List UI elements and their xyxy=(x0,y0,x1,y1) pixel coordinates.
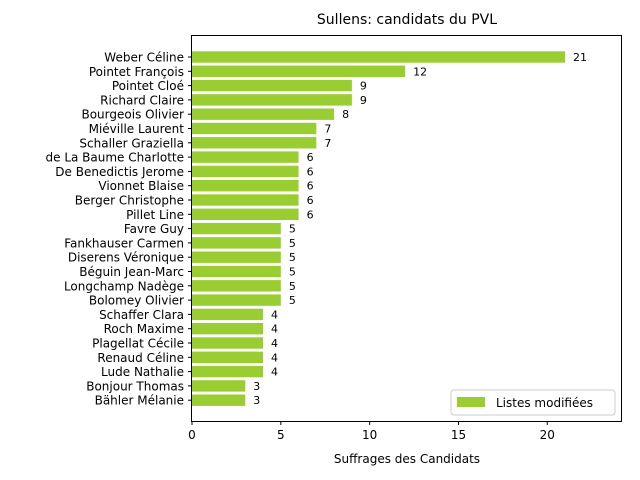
data-label: 7 xyxy=(324,123,331,136)
data-label: 5 xyxy=(289,237,296,250)
data-label: 4 xyxy=(271,351,278,364)
y-tick-label: Richard Claire xyxy=(100,93,184,107)
bar xyxy=(192,380,246,392)
data-label: 6 xyxy=(307,165,314,178)
y-tick-label: Bourgeois Olivier xyxy=(81,108,184,122)
x-tick-label: 0 xyxy=(188,428,196,442)
y-tick-label: Pointet Cloé xyxy=(112,79,184,93)
bar xyxy=(192,108,335,120)
bar xyxy=(192,351,264,363)
data-label: 6 xyxy=(307,208,314,221)
x-axis-label: Suffrages des Candidats xyxy=(334,452,480,466)
bar xyxy=(192,365,264,378)
y-tick-label: Schaffer Clara xyxy=(99,308,184,322)
data-label: 6 xyxy=(307,194,314,207)
y-tick-label: de La Baume Charlotte xyxy=(46,151,185,165)
bar xyxy=(192,194,299,206)
x-tick-label: 15 xyxy=(451,428,466,442)
bar xyxy=(192,79,352,92)
y-tick-label: Plagellat Cécile xyxy=(92,337,184,351)
data-label: 6 xyxy=(307,151,314,164)
legend-frame xyxy=(450,389,616,416)
data-label: 4 xyxy=(271,323,278,336)
legend: Listes modifiées xyxy=(450,389,616,416)
legend-swatch xyxy=(457,397,485,407)
bar xyxy=(192,237,281,249)
data-label: 9 xyxy=(360,80,367,93)
y-tick-label: Pillet Line xyxy=(126,208,184,222)
y-tick-label: Schaller Graziella xyxy=(79,136,184,150)
bar xyxy=(192,165,299,178)
data-label: 5 xyxy=(289,266,296,279)
y-tick-label: Longchamp Nadège xyxy=(64,279,184,293)
bar xyxy=(192,65,406,77)
data-label: 5 xyxy=(289,294,296,307)
y-tick-label: Béguin Jean-Marc xyxy=(79,265,184,279)
y-tick-label: Lude Nathalie xyxy=(101,365,184,379)
data-label: 12 xyxy=(413,65,427,78)
y-tick-label: Diserens Véronique xyxy=(68,251,184,265)
y-tick-label: Pointet François xyxy=(89,65,184,79)
y-tick-label: Renaud Céline xyxy=(97,351,184,365)
axes-frame xyxy=(191,35,622,422)
data-label: 3 xyxy=(253,380,260,393)
bar xyxy=(192,280,281,292)
bar xyxy=(192,337,264,349)
x-tick-label: 5 xyxy=(277,428,285,442)
y-tick-label: Roch Maxime xyxy=(104,322,184,336)
y-tick-label: Bonjour Thomas xyxy=(86,379,184,393)
bar xyxy=(192,251,281,263)
y-tick-label: Bähler Mélanie xyxy=(95,394,184,408)
y-tick-label: Fankhauser Carmen xyxy=(64,236,184,250)
bar xyxy=(192,180,299,192)
x-tick-label: 20 xyxy=(540,428,555,442)
data-label: 5 xyxy=(289,223,296,236)
bar xyxy=(192,94,352,106)
data-label: 8 xyxy=(342,108,349,121)
chart-title: Sullens: candidats du PVL xyxy=(317,12,497,28)
y-tick-label: Vionnet Blaise xyxy=(98,179,184,193)
y-tick-label: Weber Céline xyxy=(104,51,184,65)
bar xyxy=(192,122,317,135)
data-label: 9 xyxy=(360,94,367,107)
data-label: 4 xyxy=(271,308,278,321)
bar xyxy=(192,208,299,220)
x-tick-label: 10 xyxy=(362,428,377,442)
bar xyxy=(192,323,264,335)
bar xyxy=(192,51,566,63)
data-label: 5 xyxy=(289,251,296,264)
x-axis: 0 5 10 15 20 xyxy=(188,421,555,442)
bar xyxy=(192,394,246,406)
plot-area: 21 Weber Céline 12 Pointet François 9 Pointet… xyxy=(46,51,588,408)
y-tick-label: Miéville Laurent xyxy=(89,122,185,136)
data-label: 6 xyxy=(307,180,314,193)
bar xyxy=(192,222,281,235)
data-label: 4 xyxy=(271,337,278,350)
y-tick-label: De Benedictis Jerome xyxy=(55,165,184,179)
data-label: 5 xyxy=(289,280,296,293)
data-label: 7 xyxy=(324,137,331,150)
y-tick-label: Favre Guy xyxy=(124,222,184,236)
bar xyxy=(192,308,264,321)
data-label: 4 xyxy=(271,366,278,379)
legend-label: Listes modifiées xyxy=(496,396,593,410)
bar xyxy=(192,294,281,306)
data-label: 3 xyxy=(253,394,260,407)
bar xyxy=(192,265,281,278)
bar xyxy=(192,151,299,163)
y-tick-label: Berger Christophe xyxy=(75,194,184,208)
y-tick-label: Bolomey Olivier xyxy=(89,294,184,308)
data-label: 21 xyxy=(573,51,587,64)
bar xyxy=(192,137,317,149)
